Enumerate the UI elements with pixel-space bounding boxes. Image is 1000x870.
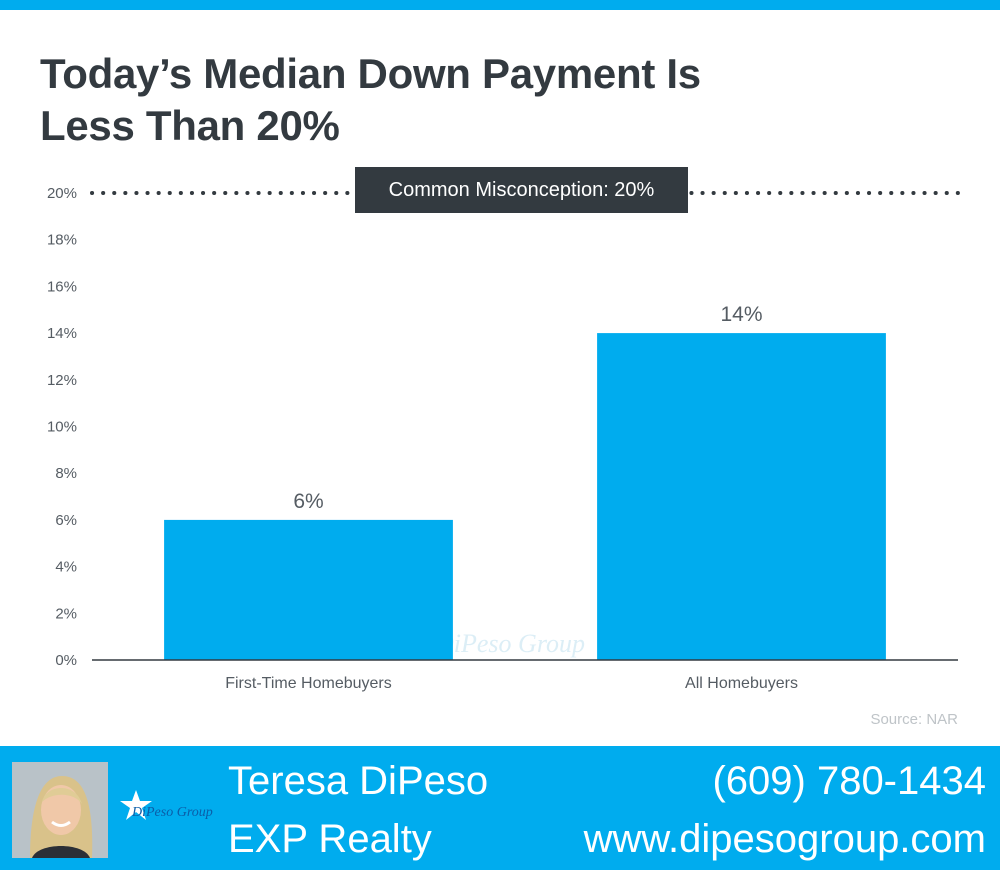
bar-chart: DiPeso Group 0% 2% 4% 6% 8% 10% 12% 14% 16% 18% 20%… [47,185,960,692]
agent-footer: DiPeso Group Teresa DiPeso EXP Realty (6… [0,746,1000,870]
dipeso-group-logo: DiPeso Group [118,788,218,828]
misconception-callout: Common Misconception: 20% [355,167,688,213]
x-tick-label: All Homebuyers [685,675,798,692]
agent-phone: (609) 780-1434 [712,759,986,803]
y-tick-label: 20% [47,185,77,202]
bar-data-label: 6% [293,490,323,513]
y-tick-label: 16% [47,278,77,295]
agent-company: EXP Realty [228,817,432,861]
x-tick-label: First-Time Homebuyers [225,675,392,692]
y-tick-label: 8% [55,465,77,482]
bar [597,333,886,660]
y-tick-label: 6% [55,512,77,529]
bar-data-label: 14% [720,303,762,326]
bar [164,519,453,660]
top-accent-bar [0,0,1000,10]
y-tick-label: 2% [55,605,77,622]
title-line-2: Less Than 20% [40,102,340,149]
agent-name: Teresa DiPeso [228,759,489,803]
y-tick-label: 10% [47,419,77,436]
agent-website: www.dipesogroup.com [583,817,986,861]
y-tick-label: 12% [47,372,77,389]
watermark-text: DiPeso Group [434,629,585,658]
y-tick-label: 14% [47,325,77,342]
logo-text: DiPeso Group [131,805,213,820]
title-line-1: Today’s Median Down Payment Is [40,50,701,97]
y-tick-label: 0% [55,652,77,669]
page-title: Today’s Median Down Payment Is Less Than… [40,48,940,152]
source-note: Source: NAR [870,711,958,728]
y-tick-label: 18% [47,232,77,249]
y-tick-label: 4% [55,559,77,576]
agent-photo [12,762,108,858]
